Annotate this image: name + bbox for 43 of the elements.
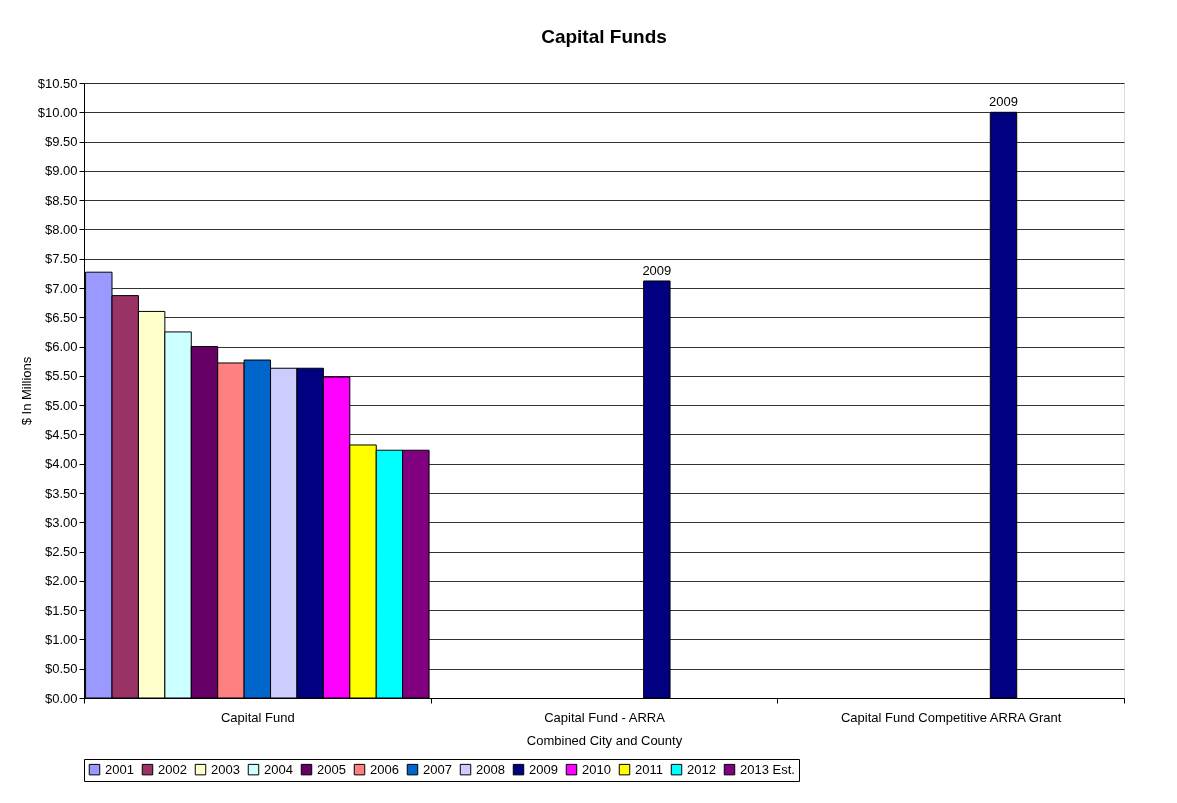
legend-label: 2005 — [317, 761, 346, 777]
legend-label: 2002 — [158, 761, 187, 777]
legend-label: 2013 Est. — [740, 761, 795, 777]
x-tick-label: Capital Fund - ARRA — [544, 709, 666, 725]
x-tick-label: Capital Fund Competitive ARRA Grant — [840, 709, 1062, 725]
legend-label: 2009 — [529, 761, 558, 777]
x-tick-label: Capital Fund — [220, 709, 295, 725]
y-tick-label: $5.50 — [44, 368, 78, 384]
legend-label: 2007 — [423, 761, 452, 777]
y-tick-label: $10.00 — [37, 104, 78, 120]
y-tick-label: $3.50 — [44, 485, 78, 501]
y-tick-label: $10.50 — [37, 75, 78, 91]
y-tick-label: $6.50 — [44, 309, 78, 325]
legend-label: 2011 — [635, 761, 663, 777]
y-tick-label: $8.00 — [44, 221, 78, 237]
y-tick-label: $4.00 — [44, 456, 78, 472]
legend-label: 2010 — [582, 761, 611, 777]
y-tick-label: $3.00 — [44, 514, 78, 530]
y-tick-label: $1.50 — [44, 602, 78, 618]
legend-label: 2003 — [211, 761, 240, 777]
y-tick-label: $0.00 — [44, 690, 78, 706]
legend-label: 2012 — [687, 761, 716, 777]
y-tick-label: $8.50 — [44, 192, 78, 208]
legend-label: 2001 — [105, 761, 134, 777]
y-tick-label: $7.00 — [44, 280, 78, 296]
y-tick-label: $2.50 — [44, 544, 78, 560]
y-tick-label: $0.50 — [44, 661, 78, 677]
legend-label: 2008 — [476, 761, 505, 777]
chart-title: Capital Funds — [541, 26, 667, 47]
legend-label: 2006 — [370, 761, 399, 777]
legend-label: 2004 — [264, 761, 293, 777]
y-tick-label: $2.00 — [44, 573, 78, 589]
y-axis-title: $ In Millions — [18, 356, 34, 426]
x-axis-title: Combined City and County — [526, 732, 683, 748]
annotation: 2009 — [989, 94, 1018, 110]
y-tick-label: $4.50 — [44, 426, 78, 442]
y-tick-label: $6.00 — [44, 339, 78, 355]
annotation: 2009 — [642, 262, 672, 278]
y-tick-label: $1.00 — [44, 631, 78, 647]
y-tick-label: $5.00 — [44, 397, 78, 413]
y-tick-label: $7.50 — [44, 251, 78, 267]
y-tick-label: $9.50 — [44, 134, 78, 150]
y-tick-label: $9.00 — [44, 163, 78, 179]
